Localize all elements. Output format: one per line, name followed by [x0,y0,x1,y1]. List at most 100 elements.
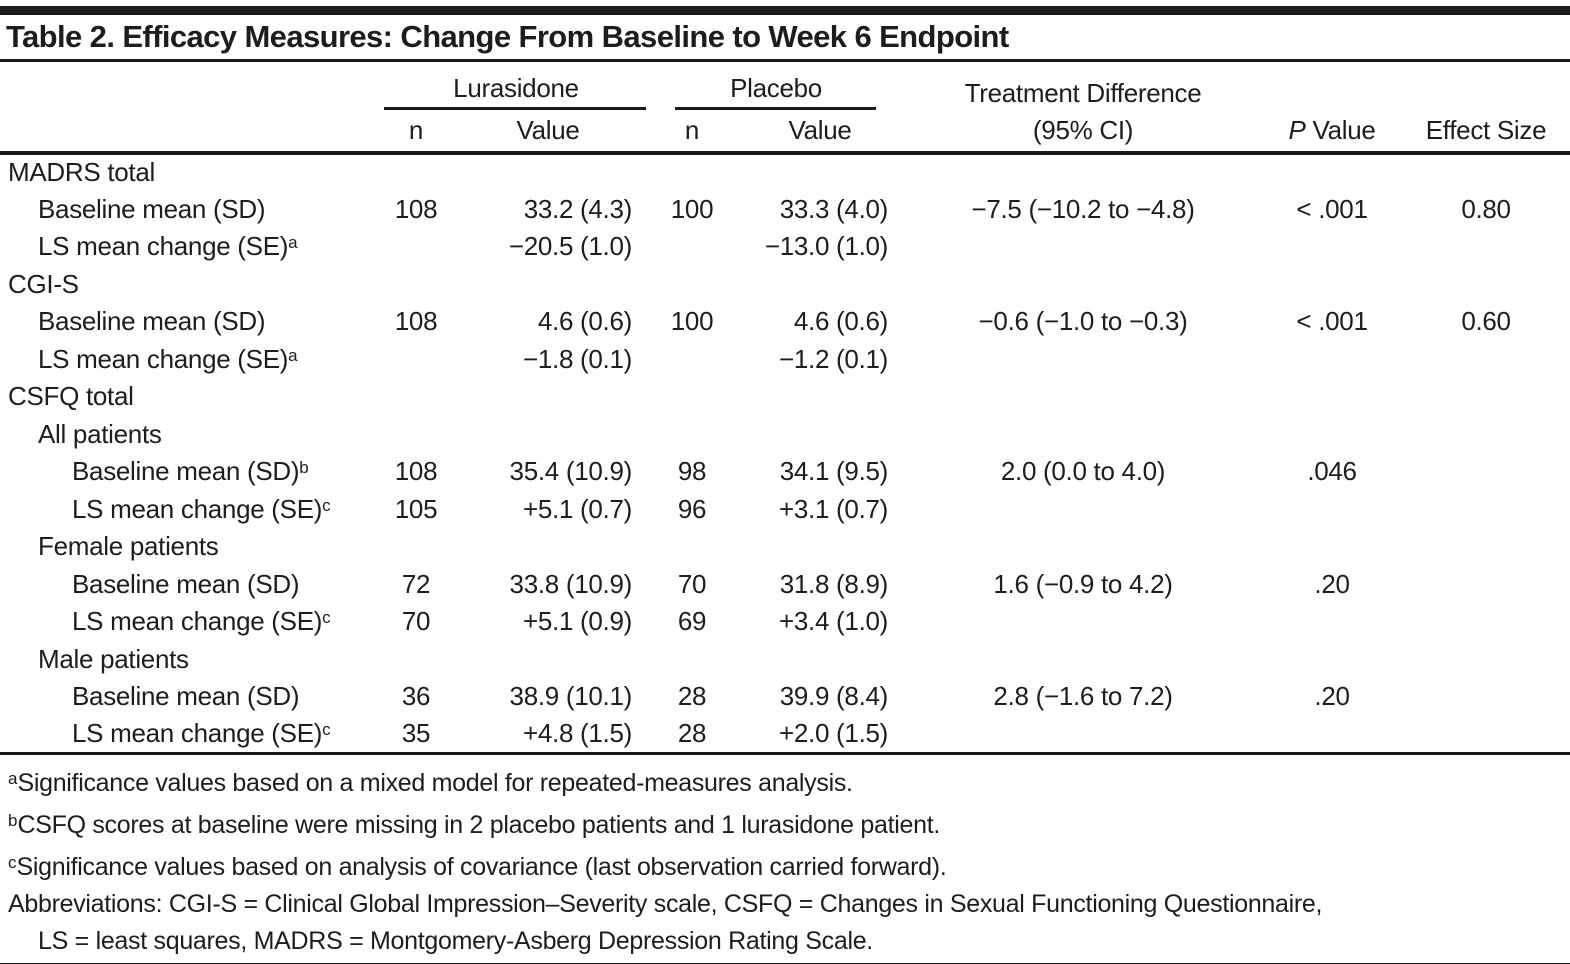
placebo-value-cell: +2.0 (1.5) [779,718,889,748]
column-header-p-value: P Value [1262,62,1402,153]
treatment-difference-cell [904,266,1262,304]
p-value-cell: .20 [1314,681,1350,712]
row-label: Male patients [38,643,189,674]
column-header-lurasidone-n: n [408,115,424,145]
footnote-a: aSignificance values based on a mixed mo… [8,760,1562,802]
lurasidone-value-cell: 33.2 (4.3) [523,193,633,224]
placebo-value-cell: 33.3 (4.0) [779,193,889,224]
column-header-effect-size: Effect Size [1425,115,1547,145]
footnote-c-marker: c [8,852,17,872]
table-title: Table 2. Efficacy Measures: Change From … [6,19,1009,54]
table-row: Female patients [0,528,1570,566]
p-value-cell [1262,378,1402,416]
row-label: All patients [38,418,162,449]
table-row: Male patients [0,641,1570,679]
p-value-cell [1262,603,1402,641]
p-value-cell [1262,153,1402,191]
placebo-n-cell [648,416,736,454]
placebo-n-cell: 70 [677,568,707,599]
row-label: LS mean change (SE) [38,231,289,262]
row-label-cell: Baseline mean (SD) [0,303,384,341]
p-value-header-italic: P [1288,115,1306,145]
lurasidone-n-cell [384,153,448,191]
footnote-c-text: Significance values based on analysis of… [16,852,947,881]
effect-size-cell [1402,153,1570,191]
row-footnote-marker: c [322,720,331,739]
lurasidone-n-cell: 36 [401,681,431,712]
placebo-value-cell: −1.2 (0.1) [779,343,889,374]
placebo-value-cell: +3.4 (1.0) [779,606,889,637]
lurasidone-group-label: Lurasidone [453,73,579,103]
lurasidone-n-cell [384,641,448,679]
placebo-value-cell [736,416,904,454]
placebo-n-cell [648,266,736,304]
lurasidone-n-cell [384,528,448,566]
row-label: Baseline mean (SD) [72,681,300,712]
p-value-cell: .20 [1314,568,1350,599]
table-row: Baseline mean (SD) 72 33.8 (10.9) 70 31.… [0,566,1570,604]
footnotes: aSignificance values based on a mixed mo… [0,755,1570,964]
table-body: MADRS total Baseline mean (SD) 108 33.2 … [0,153,1570,753]
column-header-placebo-n: n [684,115,700,145]
row-label-cell: LS mean change (SE)a [0,228,384,266]
lurasidone-n-cell: 70 [401,606,431,637]
treatment-difference-cell [904,641,1262,679]
top-rule [0,6,1570,15]
p-value-cell [1262,716,1402,754]
row-label-cell: Baseline mean (SD)b [0,453,384,491]
treatment-difference-cell [904,491,1262,529]
table-row: Baseline mean (SD) 108 33.2 (4.3) 100 33… [0,191,1570,229]
lurasidone-n-cell [384,341,448,379]
table-row: LS mean change (SE)c 105 +5.1 (0.7) 96 +… [0,491,1570,529]
footnote-a-text: Significance values based on a mixed mod… [17,768,853,797]
placebo-value-cell: −13.0 (1.0) [764,231,889,262]
row-label: LS mean change (SE) [38,343,289,374]
lurasidone-n-cell [384,378,448,416]
lurasidone-group-rule [384,107,646,110]
p-value-header-rest: Value [1312,115,1376,145]
p-value-cell: .046 [1307,456,1357,487]
placebo-value-cell [736,266,904,304]
treatment-difference-cell [904,528,1262,566]
lurasidone-n-cell: 108 [394,193,438,224]
lurasidone-n-cell: 108 [394,456,438,487]
footnote-a-marker: a [8,768,18,788]
row-label-cell: All patients [0,416,384,454]
placebo-value-cell [736,641,904,679]
placebo-n-cell: 96 [677,493,707,524]
placebo-n-cell [648,341,736,379]
lurasidone-value-cell [448,641,648,679]
row-label: MADRS total [8,157,155,188]
placebo-n-cell: 100 [670,306,714,337]
table-row: CSFQ total [0,378,1570,416]
abbreviations-line-1: Abbreviations: CGI-S = Clinical Global I… [8,886,1562,923]
placebo-value-cell [736,378,904,416]
lurasidone-n-cell [384,416,448,454]
lurasidone-value-cell [448,266,648,304]
row-label-cell: LS mean change (SE)c [0,491,384,529]
lurasidone-value-cell [448,416,648,454]
placebo-value-cell: 4.6 (0.6) [793,306,889,337]
row-label: Female patients [38,531,219,562]
effect-size-cell [1402,416,1570,454]
footnote-b: bCSFQ scores at baseline were missing in… [8,802,1562,844]
table-row: All patients [0,416,1570,454]
placebo-value-cell [736,528,904,566]
table-title-row: Table 2. Efficacy Measures: Change From … [0,15,1570,62]
row-label-cell: Male patients [0,641,384,679]
p-value-cell [1262,266,1402,304]
placebo-n-cell [648,228,736,266]
placebo-n-cell: 28 [677,681,707,712]
table-row: Baseline mean (SD) 36 38.9 (10.1) 28 39.… [0,678,1570,716]
row-label-cell: CSFQ total [0,378,384,416]
p-value-cell [1262,341,1402,379]
row-label: Baseline mean (SD) [72,568,300,599]
row-footnote-marker: a [288,233,298,253]
treatment-difference-cell: 2.8 (−1.6 to 7.2) [993,681,1173,712]
treatment-difference-cell [904,603,1262,641]
treatment-difference-cell [904,341,1262,379]
treatment-difference-cell: 2.0 (0.0 to 4.0) [1000,456,1166,487]
placebo-n-cell: 69 [677,606,707,637]
placebo-value-cell: 34.1 (9.5) [779,456,889,487]
row-label: LS mean change (SE) [72,606,323,637]
